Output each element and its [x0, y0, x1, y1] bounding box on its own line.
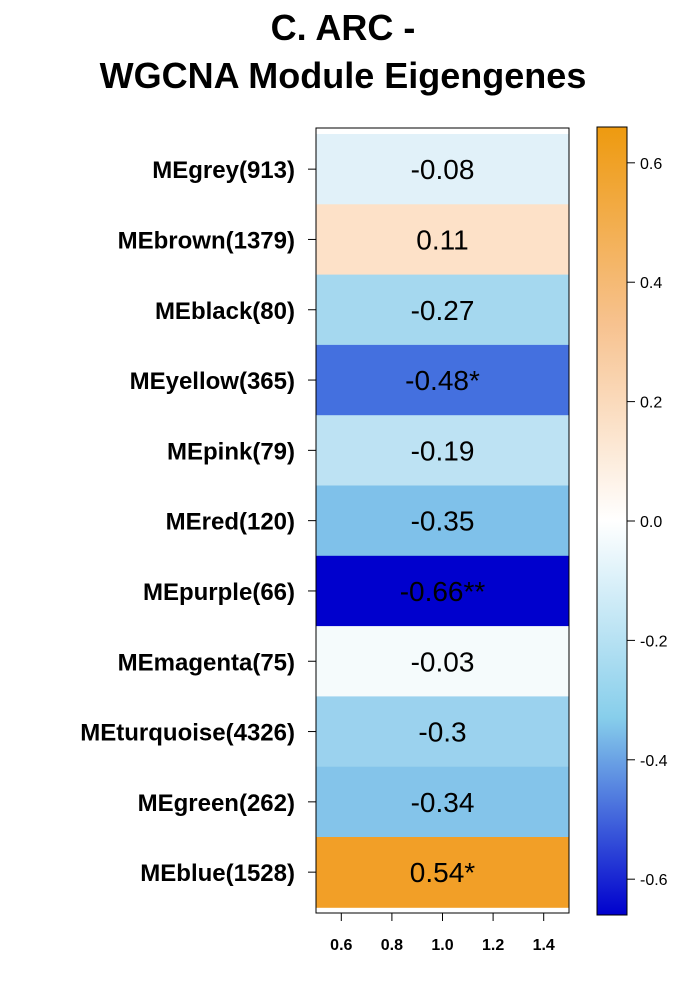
row-label-mepurple-66: MEpurple(66)	[143, 579, 295, 606]
row-label-memagenta-75: MEmagenta(75)	[118, 649, 295, 676]
heatmap-cells: -0.08 MEgrey(913) 0.11 MEbrown(1379) -0.27 ME…	[80, 127, 570, 914]
x-tick-label-3: 1.2	[482, 937, 504, 954]
x-axis: 0.6 0.8 1.0 1.2 1.4	[330, 913, 555, 954]
colorbar-gradient	[596, 126, 628, 916]
cell-value-mepurple-66: -0.66**	[400, 576, 486, 607]
row-label-mered-120: MEred(120)	[166, 509, 295, 536]
heatmap-cell-megreen-262	[316, 766, 569, 838]
row-label-meblue-1528: MEblue(1528)	[140, 860, 295, 887]
heatmap-cell-mered-120	[316, 485, 569, 557]
cell-value-meturquoise-4326: -0.3	[418, 717, 466, 748]
cell-value-mepink-79: -0.19	[411, 435, 475, 466]
row-label-mepink-79: MEpink(79)	[167, 438, 295, 465]
x-tick-label-4: 1.4	[533, 937, 555, 954]
heatmap-cell-meyellow-365	[316, 344, 569, 416]
heatmap-cell-mepurple-66	[316, 555, 569, 627]
heatmap-cell-megrey-913	[316, 134, 569, 205]
colorbar-tick-label-1: 0.4	[640, 275, 662, 292]
chart-title-line-1: C. ARC -	[271, 7, 416, 48]
colorbar-tick-label-0: 0.6	[640, 156, 662, 173]
row-label-meblack-80: MEblack(80)	[155, 298, 295, 325]
cell-value-megrey-913: -0.08	[411, 154, 475, 185]
cell-value-mered-120: -0.35	[411, 506, 475, 537]
row-label-mebrown-1379: MEbrown(1379)	[118, 227, 295, 254]
heatmap-cell-meblack-80	[316, 274, 569, 346]
heatmap-cell-mepink-79	[316, 415, 569, 486]
cell-value-meyellow-365: -0.48*	[405, 365, 480, 396]
heatmap-cell-mebrown-1379	[316, 204, 569, 276]
heatmap-cell-meturquoise-4326	[316, 696, 569, 768]
cell-value-mebrown-1379: 0.11	[416, 224, 468, 255]
colorbar-tick-label-3: 0.0	[640, 514, 662, 531]
chart-title-line-2: WGCNA Module Eigengenes	[100, 55, 587, 96]
row-label-megreen-262: MEgreen(262)	[138, 790, 295, 817]
cell-value-meblack-80: -0.27	[411, 295, 475, 326]
cell-value-memagenta-75: -0.03	[411, 646, 475, 677]
row-label-meyellow-365: MEyellow(365)	[130, 368, 295, 395]
colorbar-tick-label-2: 0.2	[640, 395, 662, 412]
row-label-megrey-913: MEgrey(913)	[152, 157, 295, 184]
colorbar-tick-label-6: -0.6	[640, 872, 668, 889]
colorbar: 0.6 0.4 0.2 0.0 -0.2 -0.4 -0.6	[596, 126, 668, 916]
row-label-meturquoise-4326: MEturquoise(4326)	[80, 720, 295, 747]
cell-value-meblue-1528: 0.54*	[410, 857, 475, 888]
cell-value-megreen-262: -0.34	[411, 787, 475, 818]
heatmap-cell-meblue-1528	[316, 837, 569, 908]
colorbar-tick-label-4: -0.2	[640, 633, 668, 650]
heatmap-cell-memagenta-75	[316, 626, 569, 697]
x-tick-label-0: 0.6	[330, 937, 352, 954]
x-tick-label-1: 0.8	[381, 937, 403, 954]
x-tick-label-2: 1.0	[431, 937, 453, 954]
colorbar-tick-label-5: -0.4	[640, 753, 668, 770]
